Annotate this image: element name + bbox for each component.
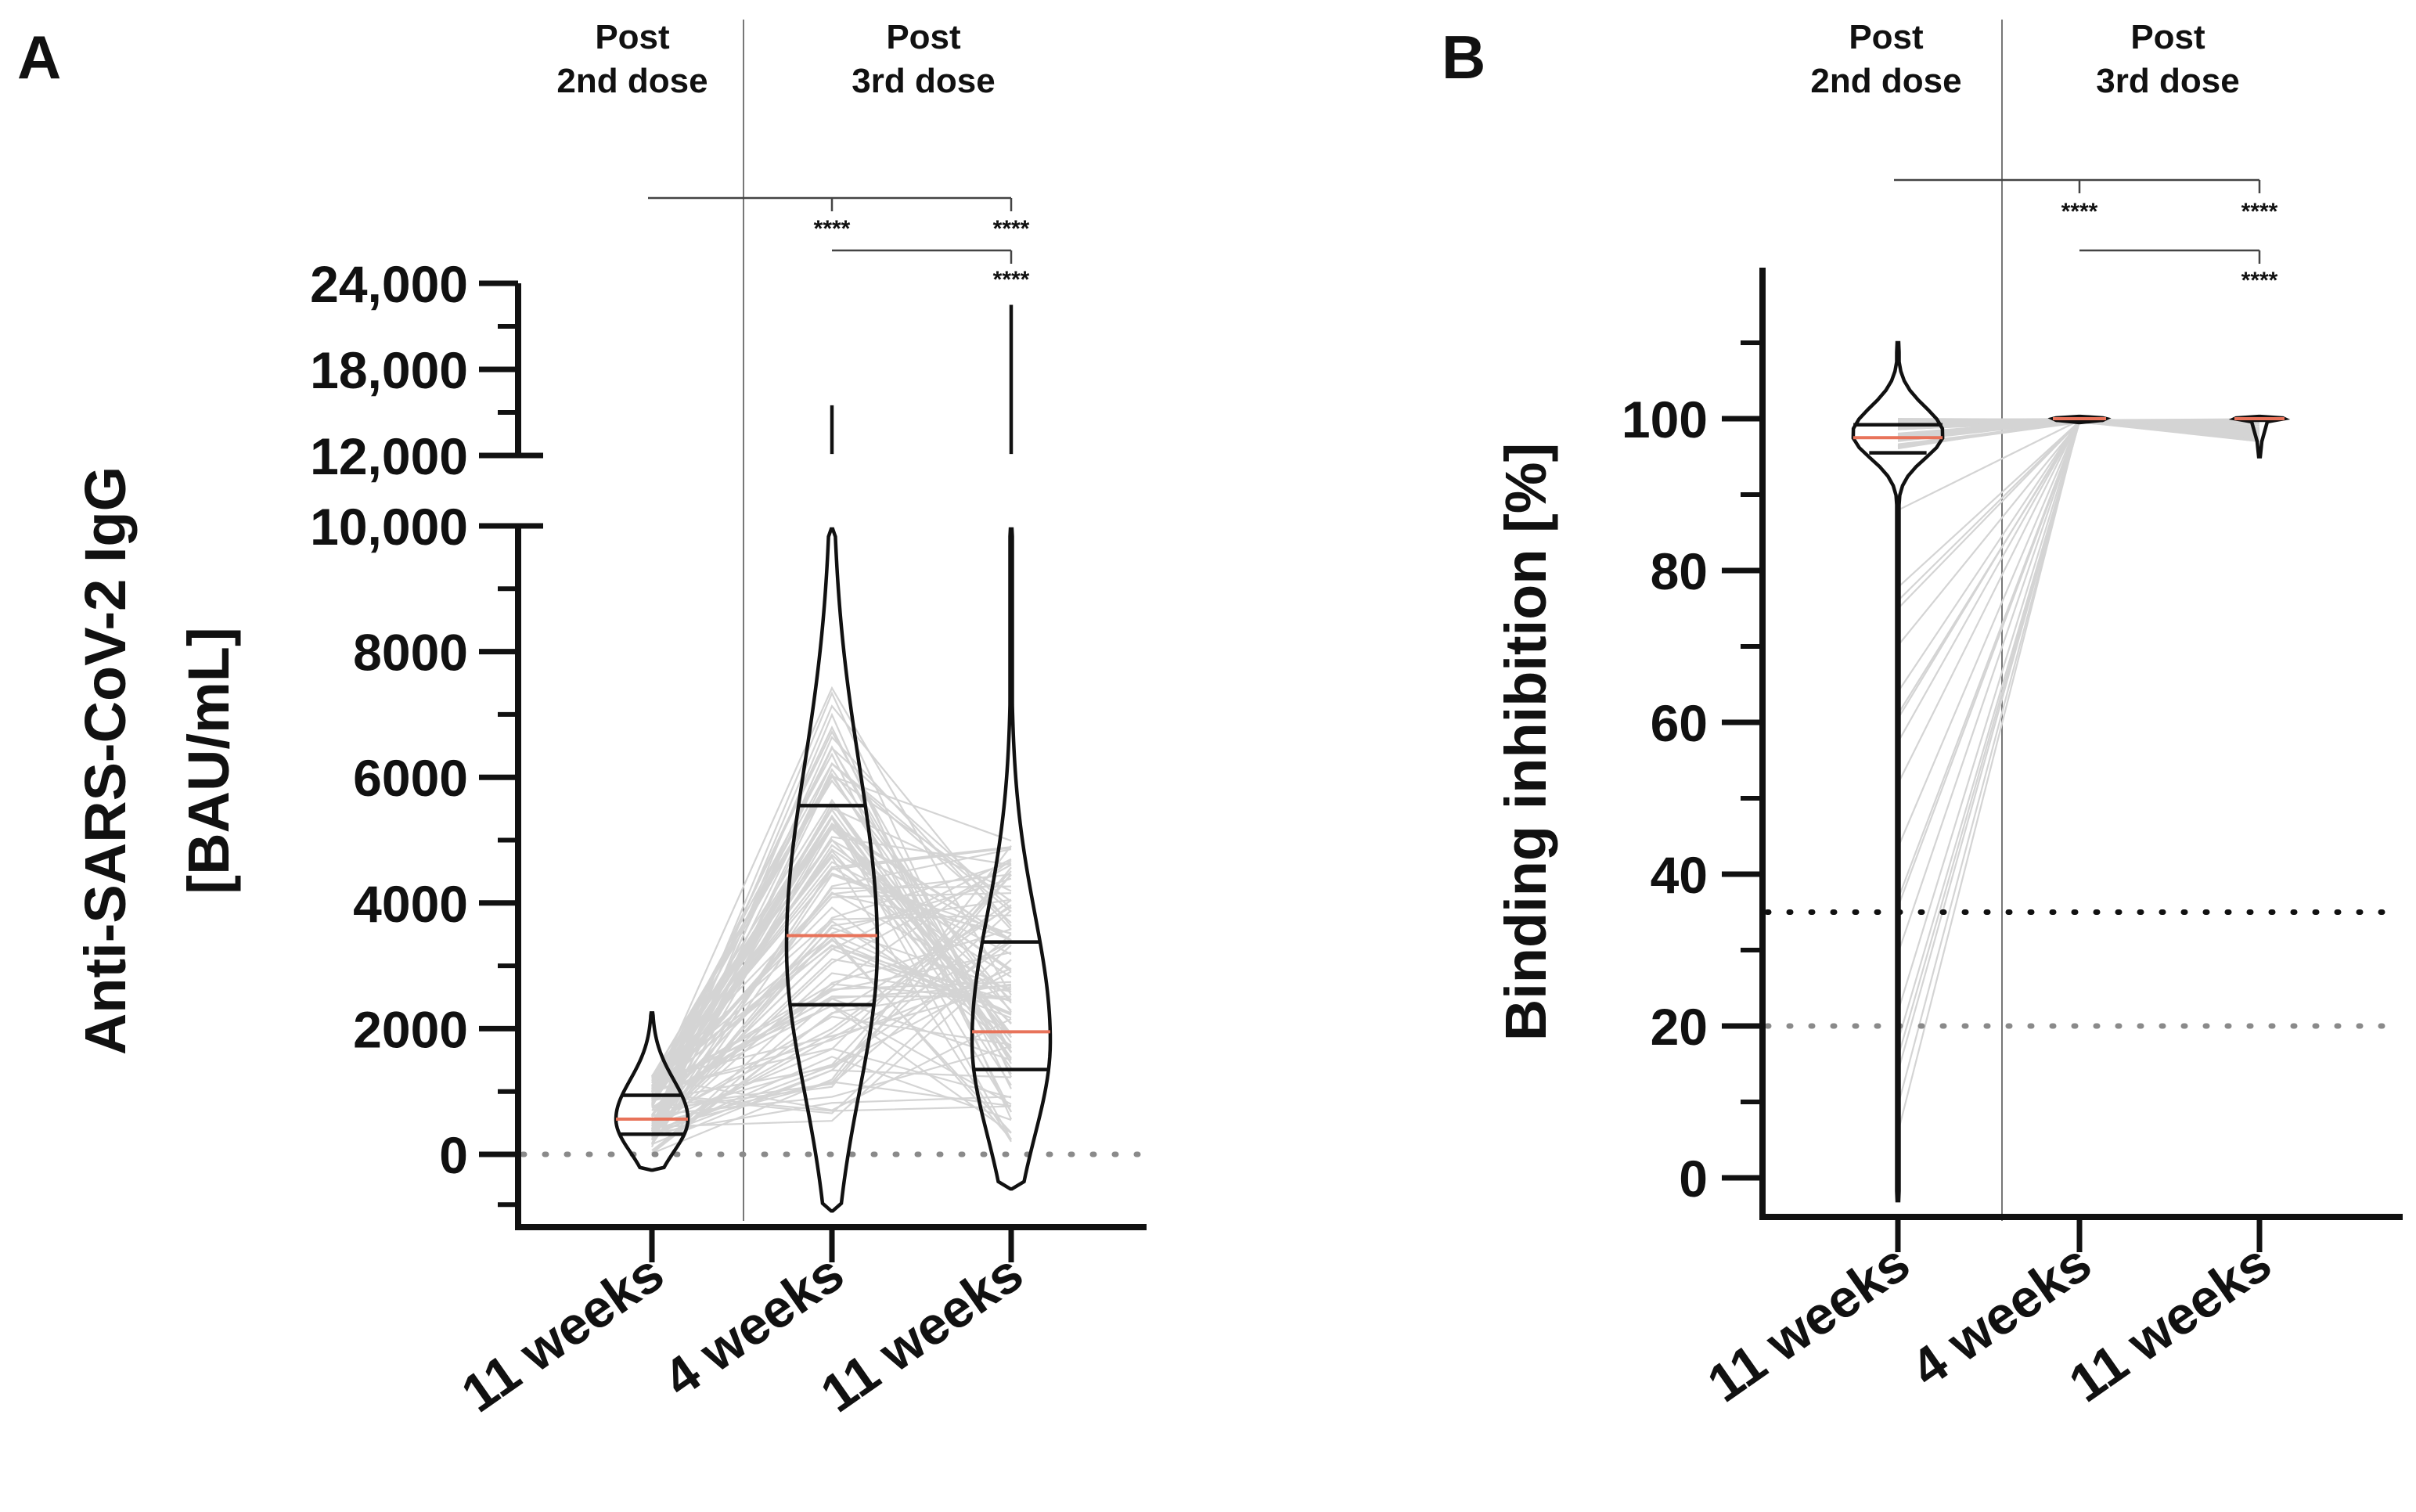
phase-label-b-0-line2: 2nd dose bbox=[1810, 62, 1961, 100]
y-tick-label-b-0: 0 bbox=[1679, 1150, 1708, 1208]
x-category-label-0-0: 11 weeks bbox=[451, 1243, 674, 1424]
phase-label-b-1-line2: 3rd dose bbox=[2096, 62, 2239, 100]
paired-line-a bbox=[651, 938, 1012, 1134]
paired-line-b bbox=[1896, 418, 2260, 954]
phase-label-b-1-line1: Post bbox=[2130, 18, 2205, 56]
y-tick-label-a-3: 6000 bbox=[353, 749, 468, 807]
y-axis-title-b: Binding inhibition [%] bbox=[1493, 443, 1558, 1041]
y-tick-label-a-2: 4000 bbox=[353, 875, 468, 933]
phase-label-a-0-line2: 2nd dose bbox=[556, 62, 708, 100]
y-tick-label-b-3: 60 bbox=[1651, 694, 1708, 752]
x-category-label-1-0: 11 weeks bbox=[1697, 1233, 1920, 1413]
paired-line-b bbox=[1897, 421, 2260, 715]
paired-line-b bbox=[1896, 421, 2260, 1042]
paired-line-a bbox=[651, 808, 1012, 1100]
panel-letter-a: A bbox=[17, 23, 61, 92]
y-axis-title-a-units: [BAU/mL] bbox=[176, 627, 241, 894]
paired-line-a bbox=[651, 906, 1012, 1089]
sig-label-b-0: **** bbox=[2061, 199, 2098, 225]
paired-line-a bbox=[651, 928, 1012, 1154]
paired-line-a bbox=[651, 1017, 1012, 1111]
panel-letter-b: B bbox=[1442, 23, 1485, 92]
y-tick-label-a-1: 2000 bbox=[353, 1000, 468, 1058]
paired-line-b bbox=[1897, 420, 2260, 610]
violin-b-0 bbox=[1851, 340, 1945, 1203]
paired-line-a bbox=[651, 774, 1012, 1144]
paired-line-a bbox=[651, 885, 1012, 1118]
panel-a: A Post 2nd dose Post 3rd dose 0 2000 4000 6… bbox=[17, 18, 1150, 1424]
paired-line-a bbox=[651, 945, 1012, 1082]
sig-label-a-1: **** bbox=[993, 216, 1030, 242]
threshold-lines-b bbox=[1764, 909, 2406, 1029]
paired-line-a bbox=[651, 972, 1012, 1136]
sig-label-b-2: **** bbox=[2241, 268, 2278, 293]
y-tick-label-a-upper-2: 24,000 bbox=[310, 255, 468, 313]
paired-line-a bbox=[651, 844, 1012, 1116]
significance-b: **** **** **** bbox=[1894, 178, 2278, 293]
paired-line-b bbox=[1896, 420, 2260, 1058]
paired-line-a bbox=[651, 827, 1012, 1079]
y-axis-title-a: Anti-SARS-CoV-2 IgG bbox=[73, 466, 138, 1055]
sig-label-a-2: **** bbox=[993, 267, 1030, 293]
y-tick-label-a-5: 10,000 bbox=[310, 498, 468, 556]
y-tick-label-a-4: 8000 bbox=[353, 624, 468, 682]
y-ticks-b: 0 20 40 60 80 100 bbox=[1622, 340, 1762, 1208]
paired-line-a bbox=[651, 858, 1012, 1123]
paired-line-a bbox=[651, 839, 1012, 1078]
paired-line-b bbox=[1897, 420, 2260, 602]
y-tick-label-b-2: 40 bbox=[1651, 846, 1708, 904]
y-tick-label-b-5: 100 bbox=[1622, 391, 1708, 448]
paired-line-a bbox=[651, 845, 1012, 1154]
paired-line-a bbox=[650, 686, 1012, 1093]
paired-line-a bbox=[651, 944, 1012, 1114]
paired-line-b bbox=[1897, 418, 2260, 785]
paired-line-a bbox=[651, 891, 1012, 1101]
phase-label-a-0-line1: Post bbox=[595, 18, 670, 56]
paired-lines-a bbox=[650, 686, 1013, 1154]
paired-line-b bbox=[1896, 420, 2260, 1072]
violin-a-0 bbox=[614, 1011, 690, 1172]
paired-line-b bbox=[1897, 419, 2260, 589]
sig-label-a-0: **** bbox=[814, 216, 851, 242]
paired-line-a bbox=[651, 959, 1012, 1128]
y-tick-label-a-upper-1: 18,000 bbox=[310, 341, 468, 399]
paired-line-a bbox=[651, 1069, 1012, 1139]
paired-line-a bbox=[651, 940, 1012, 1136]
paired-line-a bbox=[651, 846, 1012, 1092]
phase-label-b-0-line1: Post bbox=[1849, 18, 1924, 56]
paired-line-a bbox=[651, 814, 1012, 1100]
paired-line-b bbox=[1897, 419, 2260, 693]
violins-b bbox=[1851, 340, 2291, 1203]
significance-a: **** **** **** bbox=[648, 196, 1030, 293]
x-category-label-1-2: 11 weeks bbox=[2058, 1233, 2281, 1413]
y-tick-label-a-0: 0 bbox=[439, 1126, 468, 1184]
violin-a-2 bbox=[970, 527, 1053, 1191]
paired-line-a bbox=[651, 1096, 1012, 1135]
phase-label-a-1-line2: 3rd dose bbox=[852, 62, 995, 100]
paired-line-a bbox=[651, 725, 1012, 1106]
y-ticks-a: 0 2000 4000 6000 8000 10,000 12,000 18,000 24,00… bbox=[310, 255, 543, 1208]
y-tick-label-b-4: 80 bbox=[1651, 542, 1708, 600]
paired-line-a bbox=[651, 1045, 1012, 1117]
paired-line-b bbox=[1897, 419, 2260, 743]
y-tick-label-b-1: 20 bbox=[1651, 998, 1708, 1056]
paired-line-a bbox=[651, 859, 1012, 1109]
y-tick-label-a-upper-0: 12,000 bbox=[310, 427, 468, 485]
sig-label-b-1: **** bbox=[2241, 199, 2278, 225]
panel-b: B Post 2nd dose Post 3rd dose 0 20 40 60 80 1… bbox=[1442, 18, 2406, 1413]
paired-line-b bbox=[1896, 419, 2260, 900]
phase-label-a-1-line1: Post bbox=[886, 18, 961, 56]
x-category-label-0-2: 11 weeks bbox=[810, 1243, 1033, 1424]
violin-a-1 bbox=[784, 527, 880, 1213]
violins-a bbox=[614, 304, 1053, 1213]
